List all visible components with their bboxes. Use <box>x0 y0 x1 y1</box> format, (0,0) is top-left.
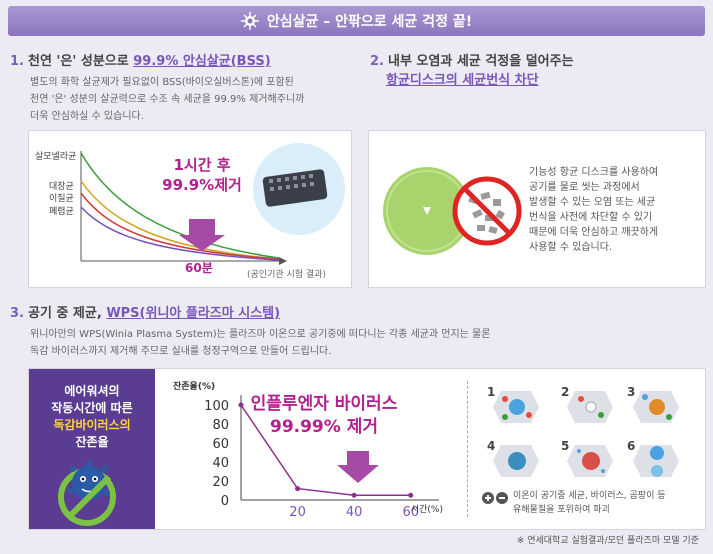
down-arrow <box>179 219 225 251</box>
section1-highlight: 99.9% 안심살균(BSS) <box>133 54 271 69</box>
section3-highlight: WPS(위니아 플라즈마 시스템) <box>106 306 281 321</box>
label-pneumonia: 폐렴균 <box>49 207 74 217</box>
data-point <box>351 492 357 498</box>
pneumonia-curve <box>80 206 280 261</box>
footnote: ※ 연세대학교 실험결과/모던 플라즈마 모델 기준 <box>516 536 699 546</box>
y-axis-label: 잔존율(%) <box>173 380 215 392</box>
step-6-hex <box>633 445 679 477</box>
ion-plus-minus-icon <box>482 492 508 504</box>
x-axis-label: 시간(%) <box>411 504 443 515</box>
step-4-hex <box>493 445 539 477</box>
influenza-headline: 인플루엔자 바이러스 99.99% 제거 <box>250 394 398 437</box>
section1-description: 별도의 화학 살균제가 필요없이 BSS(바이오실버스톤)에 포함된 천연 '은… <box>30 77 305 122</box>
label-shigella: 이질균 <box>49 194 74 204</box>
disc-info-box: 기능성 항균 디스크를 사용하여 공기를 물로 씻는 과정에서 발생할 수 있는… <box>368 130 706 288</box>
bacteria-decline-chart <box>80 143 345 265</box>
ecoli-curve <box>80 180 280 260</box>
aircleaner-disc-image <box>253 143 345 235</box>
plasma-steps-illustration <box>493 391 679 477</box>
y-tick-label: 60 <box>212 437 229 452</box>
step-1-number: 1 <box>487 385 496 399</box>
step-caption: 이온이 공기중 세균, 바이러스, 곰팡이 등 유해물질을 포위하여 파괴 <box>513 491 666 515</box>
bacteria-chart-box: 살모넬라균 대장균 이질균 폐렴균 1시간 후 99.9%제거 60분 (공인기… <box>28 130 352 288</box>
survival-rate-panel: 에어워셔의 작동시간에 따른 독감바이러스의 잔존율 <box>29 369 155 529</box>
section2-heading: 2. 내부 오염과 세균 걱정을 덜어주는 <box>370 54 574 69</box>
test-source: (공인기관 시험 결과) <box>247 270 326 280</box>
step-5-number: 5 <box>561 439 570 453</box>
time-label: 60분 <box>185 261 213 275</box>
survival-rate-caption: 에어워셔의 작동시간에 따른 독감바이러스의 잔존율 <box>51 384 133 449</box>
data-point <box>238 402 244 408</box>
y-tick-label: 40 <box>212 456 229 471</box>
label-salmonella: 살모넬라균 <box>35 152 77 162</box>
step-6-number: 6 <box>627 439 636 453</box>
plasma-steps-grid: 1 2 3 4 5 6 <box>481 379 701 489</box>
data-point <box>408 492 414 498</box>
step-1-hex <box>493 391 539 423</box>
section2-subheading: 항균디스크의 세균번식 차단 <box>386 73 539 88</box>
step-3-number: 3 <box>627 385 636 399</box>
y-tick-label: 100 <box>204 399 229 414</box>
vertical-divider <box>467 381 468 517</box>
y-tick-label: 0 <box>221 494 229 509</box>
step-2-number: 2 <box>561 385 570 399</box>
y-tick-label: 20 <box>212 475 229 490</box>
x-tick-label: 40 <box>346 505 363 520</box>
plasma-info-box: 에어워셔의 작동시간에 따른 독감바이러스의 잔존율 잔존율(%) 100 80 60… <box>28 368 706 546</box>
data-point <box>295 486 301 492</box>
section3-heading: 3. 공기 중 제균, WPS(위니아 플라즈마 시스템) <box>10 306 281 321</box>
x-tick-label: 20 <box>289 505 306 520</box>
label-ecoli: 대장균 <box>49 182 74 192</box>
series-line <box>240 404 411 496</box>
section-banner: 안심살균 – 안팎으로 세균 걱정 끝! <box>8 6 705 36</box>
y-tick-label: 80 <box>212 418 229 433</box>
step-2-hex <box>567 391 613 423</box>
banner-title: 안심살균 – 안팎으로 세균 걱정 끝! <box>266 14 473 30</box>
section3-description: 위니아만의 WPS(Winia Plasma System)는 플라즈마 이온으… <box>30 329 491 357</box>
section1-heading: 1. 천연 '은' 성분으로 99.9% 안심살균(BSS) <box>10 54 271 69</box>
bacteria-headline: 1시간 후 99.9%제거 <box>162 156 242 194</box>
virus-mascot-icon <box>58 461 116 526</box>
salmonella-curve <box>80 152 280 259</box>
step-3-hex <box>633 391 679 423</box>
x-tick-label: 60 <box>402 505 419 520</box>
down-arrow <box>337 451 379 483</box>
step-5-hex <box>567 445 613 477</box>
antibacterial-disc-image <box>383 167 522 255</box>
step-4-number: 4 <box>487 439 496 453</box>
shigella-curve <box>80 192 280 260</box>
disc-description: 기능성 항균 디스크를 사용하여 공기를 물로 씻는 과정에서 발생할 수 있는… <box>529 167 659 253</box>
germ-icon <box>240 12 259 30</box>
